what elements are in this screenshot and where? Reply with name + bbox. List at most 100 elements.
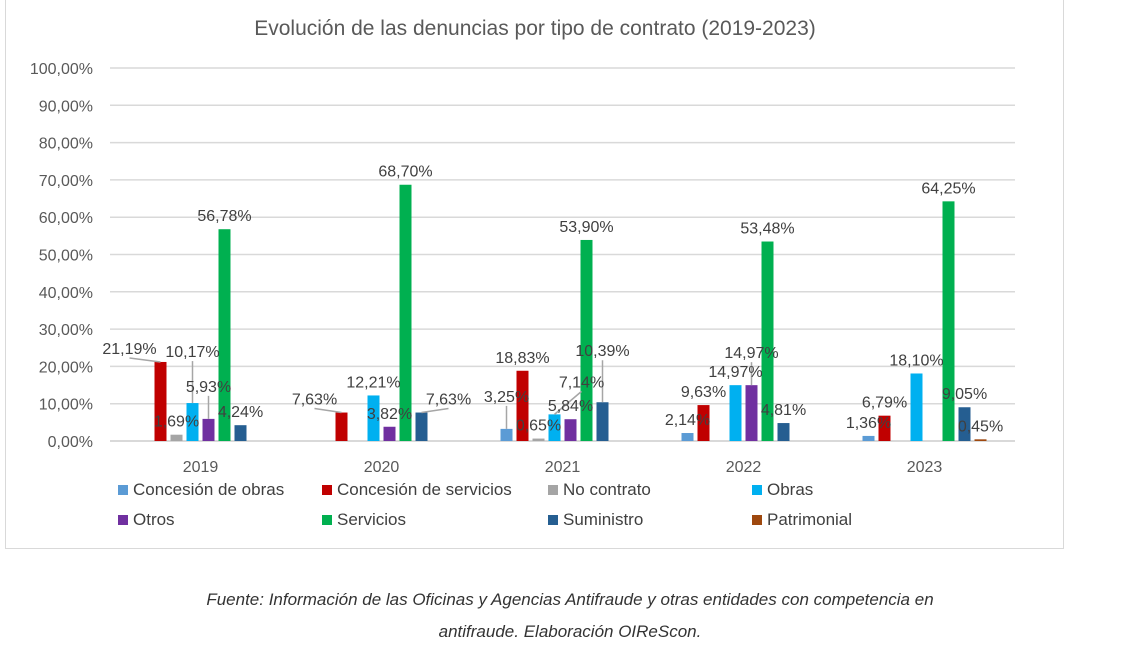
data-label: 10,17% (165, 344, 219, 361)
leader-line (554, 390, 582, 415)
legend-label: Concesión de servicios (337, 480, 512, 499)
legend-swatch (752, 515, 762, 525)
bar-suministro-2020 (415, 412, 428, 441)
y-tick-label: 30,00% (39, 322, 93, 339)
bar-otros-2022 (745, 385, 758, 441)
bar-concesión-de-obras-2021 (500, 428, 513, 441)
data-label: 53,48% (740, 221, 794, 238)
data-label: 4,24% (218, 404, 263, 421)
bar-concesión-de-servicios-2020 (335, 412, 348, 441)
x-tick-label: 2022 (726, 459, 762, 476)
data-label: 14,97% (724, 345, 778, 362)
data-label: 12,21% (346, 374, 400, 391)
data-label: 53,90% (559, 219, 613, 236)
legend-label: No contrato (563, 480, 651, 499)
data-label: 3,25% (484, 389, 529, 406)
legend-label: Suministro (563, 510, 644, 529)
bar-obras-2020 (367, 395, 380, 441)
bar-concesión-de-servicios-2022 (697, 405, 710, 441)
data-label: 7,14% (559, 374, 604, 391)
bar-otros-2020 (383, 426, 396, 441)
bar-concesión-de-obras-2023 (862, 435, 875, 441)
y-tick-label: 100,00% (30, 61, 93, 78)
x-tick-label: 2020 (364, 459, 400, 476)
data-label: 64,25% (921, 180, 975, 197)
data-label: 9,63% (681, 384, 726, 401)
legend-swatch (118, 485, 128, 495)
chart-title: Evolución de las denuncias por tipo de c… (254, 17, 816, 40)
data-label: 7,63% (292, 392, 337, 409)
y-tick-label: 80,00% (39, 136, 93, 153)
bar-concesión-de-servicios-2023 (878, 415, 891, 441)
y-tick-label: 20,00% (39, 359, 93, 376)
caption-line-2: antifraude. Elaboración OIReScon. (438, 622, 702, 641)
data-label: 56,78% (197, 208, 251, 225)
bar-servicios-2022 (761, 241, 774, 441)
data-label: 18,10% (889, 352, 943, 369)
data-label: 5,93% (186, 379, 231, 396)
data-label: 9,05% (942, 386, 987, 403)
data-label: 7,63% (426, 392, 471, 409)
bar-concesión-de-servicios-2021 (516, 370, 529, 441)
legend-item: Servicios (322, 510, 406, 530)
bar-servicios-2023 (942, 201, 955, 441)
y-tick-label: 50,00% (39, 248, 93, 265)
leader-line (129, 357, 161, 363)
legend-item: Obras (752, 480, 813, 500)
legend-item: Otros (118, 510, 175, 530)
data-label: 6,79% (862, 395, 907, 412)
legend-swatch (322, 515, 332, 525)
data-label: 2,14% (665, 412, 710, 429)
data-label: 4,81% (761, 402, 806, 419)
legend-swatch (548, 485, 558, 495)
legend-swatch (118, 515, 128, 525)
bar-no-contrato-2019 (170, 434, 183, 441)
y-tick-label: 60,00% (39, 210, 93, 227)
legend-item: Patrimonial (752, 510, 852, 530)
y-tick-label: 70,00% (39, 173, 93, 190)
caption-line-1: Fuente: Información de las Oficinas y Ag… (206, 590, 934, 609)
bar-suministro-2021 (596, 402, 609, 441)
data-label: 1,36% (846, 415, 891, 432)
bar-chart: Evolución de las denuncias por tipo de c… (30, 17, 1015, 476)
bar-concesión-de-servicios-2019 (154, 361, 167, 441)
data-label: 1,69% (154, 414, 199, 431)
bar-servicios-2021 (580, 239, 593, 441)
bar-suministro-2023 (958, 407, 971, 441)
legend-label: Concesión de obras (133, 480, 285, 499)
data-label: 5,84% (548, 398, 593, 415)
x-tick-label: 2019 (183, 459, 219, 476)
bar-patrimonial-2023 (974, 439, 987, 441)
data-label: 68,70% (378, 164, 432, 181)
leader-line (421, 407, 449, 414)
data-label: 21,19% (102, 341, 156, 358)
bar-obras-2022 (729, 385, 742, 441)
data-label: 3,82% (367, 406, 412, 423)
bar-suministro-2022 (777, 423, 790, 441)
legend-item: Concesión de servicios (322, 480, 512, 500)
y-tick-label: 10,00% (39, 397, 93, 414)
legend-swatch (322, 485, 332, 495)
data-label: 14,97% (708, 364, 762, 381)
bar-obras-2021 (548, 414, 561, 441)
data-label: 18,83% (495, 350, 549, 367)
data-label: 0,45% (958, 418, 1003, 435)
bar-otros-2021 (564, 419, 577, 441)
bar-no-contrato-2021 (532, 438, 545, 441)
legend-label: Servicios (337, 510, 406, 529)
legend-label: Patrimonial (767, 510, 853, 529)
chart-frame (5, 0, 1064, 549)
bar-concesión-de-obras-2022 (681, 433, 694, 441)
bar-otros-2019 (202, 418, 215, 441)
bar-obras-2023 (910, 373, 923, 441)
bar-servicios-2019 (218, 229, 231, 441)
legend-item: No contrato (548, 480, 651, 500)
y-tick-label: 40,00% (39, 285, 93, 302)
bar-obras-2019 (186, 403, 199, 441)
bar-suministro-2019 (234, 425, 247, 441)
bar-servicios-2020 (399, 184, 412, 441)
data-label: 10,39% (575, 343, 629, 360)
legend-label: Otros (133, 510, 175, 529)
x-tick-label: 2021 (545, 459, 581, 476)
legend-label: Obras (767, 480, 814, 499)
